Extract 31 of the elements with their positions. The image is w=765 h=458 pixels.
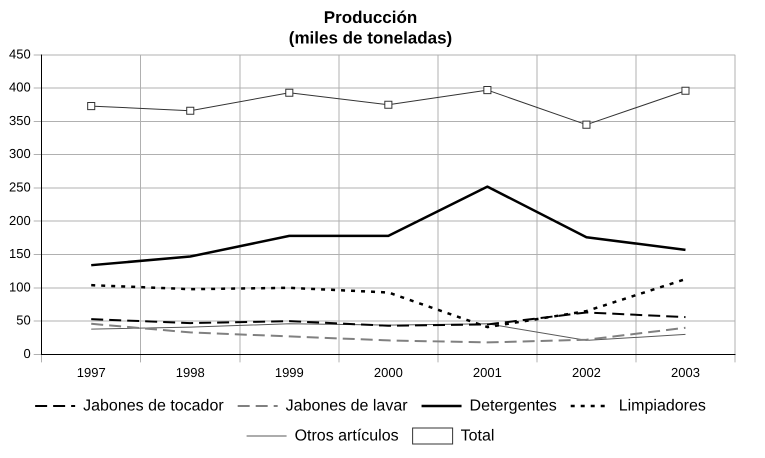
- y-tick-label: 250: [8, 180, 31, 195]
- point: [87, 102, 96, 110]
- legend-label: Total: [460, 427, 494, 444]
- y-tick-label: 0: [23, 346, 31, 361]
- y-tick-label: 50: [16, 312, 31, 328]
- y-tick-label: 100: [8, 279, 31, 294]
- y-tick-label: 350: [8, 112, 31, 128]
- x-tick-label: 2002: [572, 364, 601, 380]
- legend-label: Detergentes: [470, 397, 557, 414]
- point: [285, 88, 294, 97]
- point: [483, 86, 492, 94]
- chart-title: Producción (miles de toneladas): [288, 8, 452, 48]
- legend-label: Jabones de tocador: [83, 397, 224, 414]
- point: [582, 120, 590, 129]
- legend-label: Otros artículos: [294, 427, 399, 444]
- point: [384, 100, 392, 109]
- x-tick-label: 1999: [274, 364, 304, 380]
- x-tick-label: 1998: [176, 364, 205, 380]
- x-tick-label: 2003: [671, 364, 700, 380]
- y-tick-label: 200: [8, 212, 31, 228]
- y-tick-label: 450: [8, 46, 31, 62]
- y-tick-label: 400: [8, 80, 31, 95]
- x-tick-label: 2000: [374, 364, 403, 380]
- x-tick-label: 2001: [472, 364, 502, 380]
- x-tick-label: 1997: [76, 364, 106, 380]
- legend-label: Jabones de lavar: [286, 397, 408, 414]
- point: [186, 106, 194, 115]
- legend-label: Limpiadores: [618, 397, 706, 414]
- y-tick-label: 300: [8, 146, 31, 162]
- point: [681, 86, 690, 95]
- y-tick-label: 150: [8, 246, 31, 262]
